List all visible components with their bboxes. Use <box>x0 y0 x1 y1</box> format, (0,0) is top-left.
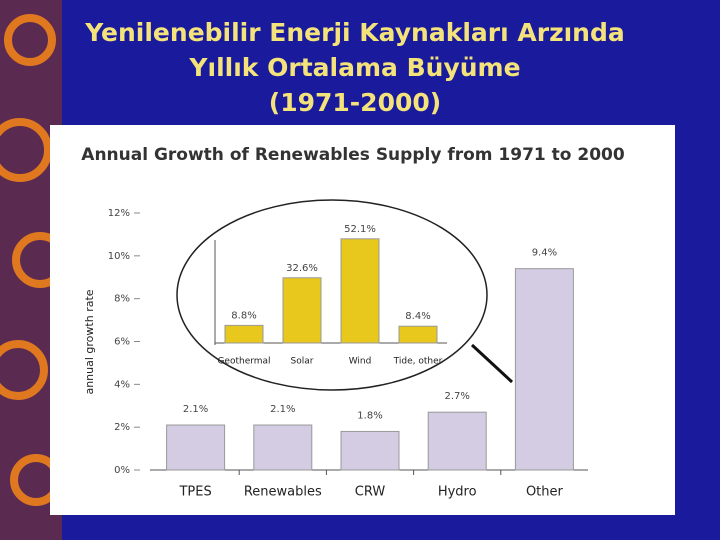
bar <box>427 411 487 471</box>
x-tick-label: Renewables <box>244 485 322 500</box>
value-label: 1.8% <box>357 410 382 421</box>
y-tick-label: 0% <box>114 465 130 476</box>
bar <box>166 424 226 471</box>
y-tick-label: 2% <box>114 422 130 433</box>
y-tick-label: 6% <box>114 337 130 348</box>
x-tick-label: Other <box>526 485 564 500</box>
value-label: 2.1% <box>270 404 295 415</box>
value-label: 2.7% <box>444 391 469 402</box>
bar <box>253 424 313 471</box>
bar <box>282 277 322 344</box>
bar <box>340 238 380 344</box>
bar <box>340 430 400 471</box>
slide-title: Yıllık Ortalama Büyüme <box>188 53 520 82</box>
inset-category-label: Solar <box>291 357 314 367</box>
inset-category-label: Geothermal <box>217 357 270 367</box>
value-label: 2.1% <box>183 404 208 415</box>
y-tick-label: 8% <box>114 294 130 305</box>
inset-value-label: 8.4% <box>405 311 430 322</box>
slide-title: Yenilenebilir Enerji Kaynakları Arzında <box>84 18 625 47</box>
inset-value-label: 32.6% <box>286 263 318 274</box>
slide-title: (1971-2000) <box>269 88 441 117</box>
inset-category-label: Tide, other <box>393 357 443 367</box>
y-tick-label: 4% <box>114 379 130 390</box>
bar <box>514 268 574 471</box>
bar <box>398 325 438 344</box>
inset-pointer <box>470 343 514 384</box>
inset-value-label: 8.8% <box>231 310 256 321</box>
value-label: 9.4% <box>532 248 557 259</box>
inset-value-label: 52.1% <box>344 224 376 235</box>
y-axis-label: annual growth rate <box>83 289 96 394</box>
y-tick-label: 10% <box>108 251 130 262</box>
inset-category-label: Wind <box>349 357 372 367</box>
x-tick-label: Hydro <box>438 485 477 500</box>
chart-title: Annual Growth of Renewables Supply from … <box>81 145 625 165</box>
x-tick-label: CRW <box>355 485 386 500</box>
y-tick-label: 12% <box>108 208 130 219</box>
bar <box>224 324 264 344</box>
x-tick-label: TPES <box>178 485 211 500</box>
